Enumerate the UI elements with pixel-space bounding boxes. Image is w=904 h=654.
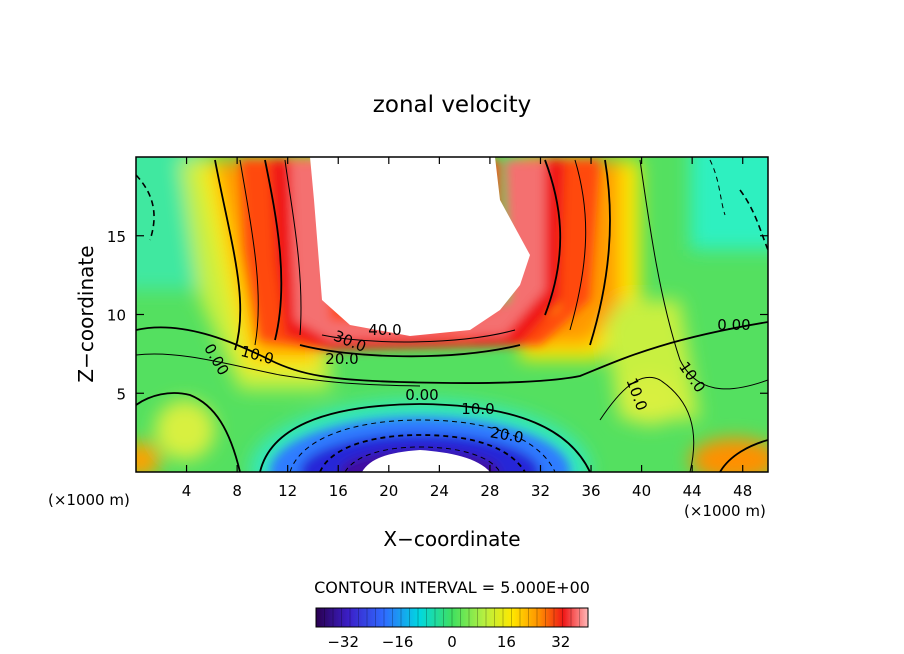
x-tick-label: 40 (632, 482, 651, 500)
contour-label: 0.00 (717, 316, 750, 334)
colorbar-tick-label: 32 (551, 633, 570, 651)
colorbar-ticks: −32 −16 0 16 32 (324, 608, 580, 651)
x-axis-label: X−coordinate (383, 527, 520, 551)
x-tick-label: 20 (379, 482, 398, 500)
x-tick-label: 8 (232, 482, 242, 500)
contour-label: 40.0 (368, 321, 401, 339)
colorbar-tick-label: 0 (447, 633, 457, 651)
contour-label: 0.00 (405, 386, 438, 404)
colorbar-tick-label: −32 (327, 633, 359, 651)
y-axis: 5 10 15 (107, 228, 768, 403)
chart-title: zonal velocity (373, 92, 531, 118)
x-tick-label: 24 (430, 482, 449, 500)
colorbar: −32 −16 0 16 32 (315, 607, 589, 651)
colorbar-tick-label: 16 (497, 633, 516, 651)
x-unit-left: (×1000 m) (48, 491, 130, 509)
colorbar-gradient (315, 607, 589, 628)
x-unit-right: (×1000 m) (684, 502, 766, 520)
x-tick-label: 32 (531, 482, 550, 500)
y-tick-label: 10 (107, 307, 126, 325)
contour-label: 10.0 (461, 400, 494, 418)
x-tick-label: 44 (683, 482, 702, 500)
contour-label: 20.0 (325, 350, 358, 368)
colorbar-tick-label: −16 (382, 633, 414, 651)
y-tick-label: 5 (116, 385, 126, 403)
y-tick-label: 15 (107, 228, 126, 246)
x-tick-label: 28 (480, 482, 499, 500)
x-tick-label: 16 (329, 482, 348, 500)
x-tick-label: 4 (182, 482, 192, 500)
x-tick-label: 36 (581, 482, 600, 500)
contour-field (136, 157, 768, 472)
contour-label: 20.0 (489, 423, 525, 447)
y-axis-label: Z−coordinate (74, 245, 98, 382)
contour-interval-text: CONTOUR INTERVAL = 5.000E+00 (314, 578, 590, 597)
x-axis: 4 8 12 16 20 24 28 32 36 40 44 48 (182, 157, 752, 500)
x-tick-label: 12 (278, 482, 297, 500)
x-tick-label: 48 (733, 482, 752, 500)
